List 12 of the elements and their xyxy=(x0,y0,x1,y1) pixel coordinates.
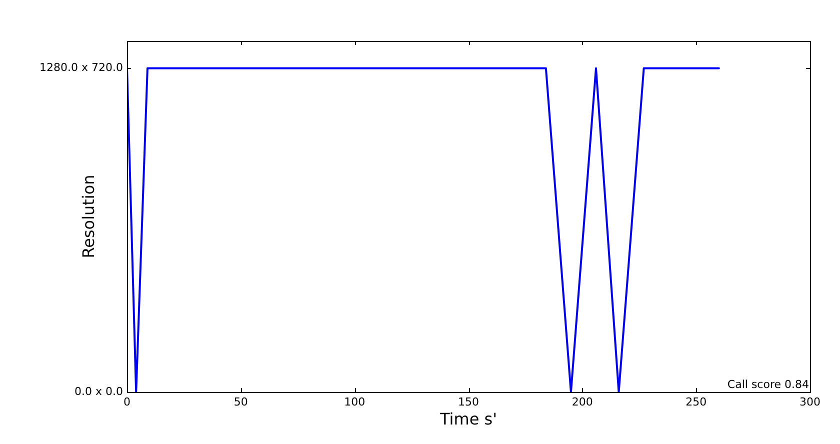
text: 1280.0 x 720.0 xyxy=(40,61,123,74)
x-tick-label: 200 xyxy=(572,395,593,408)
x-tick-label: 150 xyxy=(458,395,479,408)
x-tick-label: 0 xyxy=(124,395,130,408)
text: 0.0 x 0.0 xyxy=(74,384,123,398)
annotation: Call score 0.84 xyxy=(727,378,809,391)
x-tick-label: 100 xyxy=(344,395,366,408)
y-axis-title: Resolution xyxy=(78,174,98,258)
x-tick-label: 300 xyxy=(800,395,820,408)
x-axis-title: Time s' xyxy=(439,410,497,429)
x-tick-label: 50 xyxy=(234,395,248,408)
x-tick-label: 250 xyxy=(686,395,707,408)
